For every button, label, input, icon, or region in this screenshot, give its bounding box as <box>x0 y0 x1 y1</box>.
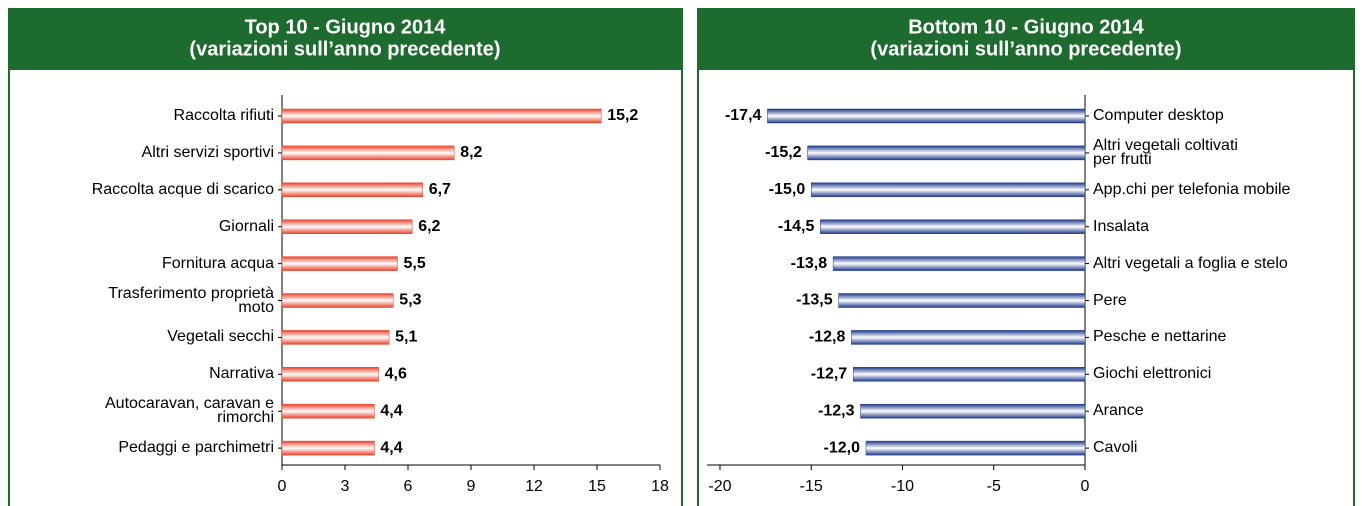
x-tick-label: -20 <box>708 478 731 495</box>
chart-subtitle: (variazioni sull’anno precedente) <box>870 38 1181 60</box>
category-label: Raccolta acque di scarico <box>91 180 274 198</box>
value-label: -17,4 <box>725 107 762 124</box>
category-label: Fornitura acqua <box>161 254 274 272</box>
category-label: App.chi per telefonia mobile <box>1093 180 1291 198</box>
bar <box>810 182 1086 198</box>
value-label: 8,2 <box>460 144 482 161</box>
value-label: -15,0 <box>769 181 806 198</box>
bar <box>281 403 375 419</box>
value-label: 6,7 <box>429 181 451 198</box>
bar <box>767 108 1086 124</box>
bar <box>860 403 1086 419</box>
value-label: 5,1 <box>395 329 417 346</box>
bar <box>281 256 398 271</box>
bar <box>832 256 1086 271</box>
category-label: Arance <box>1093 402 1144 420</box>
chart-title: Top 10 - Giugno 2014 <box>245 16 447 38</box>
value-label: -13,8 <box>791 255 828 272</box>
value-label: 4,6 <box>385 366 407 383</box>
category-label: Cavoli <box>1093 439 1138 457</box>
category-label: Raccolta rifiuti <box>173 107 274 124</box>
x-tick-label: 18 <box>651 478 669 495</box>
value-label: -12,7 <box>811 366 848 383</box>
x-tick-label: 0 <box>1081 478 1090 495</box>
value-label: -12,0 <box>824 439 861 456</box>
bar <box>281 182 423 198</box>
x-tick-label: 9 <box>467 478 476 495</box>
header-bar <box>8 8 683 70</box>
x-tick-label: 15 <box>588 478 606 495</box>
header-bar <box>697 8 1355 70</box>
category-label: Pesche e nettarine <box>1093 328 1227 346</box>
value-label: 4,4 <box>380 402 402 419</box>
category-label: Pere <box>1093 291 1127 309</box>
bar <box>281 330 390 345</box>
bar <box>838 293 1086 308</box>
bar <box>852 367 1086 382</box>
category-label: Narrativa <box>209 365 274 383</box>
x-tick-label: 6 <box>404 478 413 495</box>
bar <box>851 330 1086 345</box>
category-label: Altri vegetali a foglia e stelo <box>1093 254 1288 272</box>
x-tick-label: -15 <box>800 478 823 495</box>
value-label: 5,5 <box>404 255 426 272</box>
category-label: Trasferimento proprietà moto <box>108 284 274 316</box>
category-label: Insalata <box>1093 217 1150 235</box>
value-label: -14,5 <box>778 218 815 235</box>
x-tick-label: 3 <box>341 478 350 495</box>
bar <box>281 440 375 456</box>
category-label: Computer desktop <box>1093 107 1224 124</box>
bar <box>281 367 379 382</box>
value-label: 5,3 <box>399 292 421 309</box>
value-label: -12,8 <box>809 329 846 346</box>
value-label: -12,3 <box>818 402 855 419</box>
value-label: -15,2 <box>765 144 802 161</box>
x-tick-label: 0 <box>278 478 287 495</box>
category-label: Pedaggi e parchimetri <box>118 439 274 457</box>
x-tick-label: -5 <box>987 478 1001 495</box>
bar <box>281 145 455 161</box>
value-label: -13,5 <box>796 292 833 309</box>
value-label: 15,2 <box>607 107 638 124</box>
chart-title: Bottom 10 - Giugno 2014 <box>908 16 1144 38</box>
bar <box>281 219 413 234</box>
value-label: 4,4 <box>380 439 402 456</box>
category-label: Altri vegetali coltivati per frutti <box>1093 136 1238 168</box>
value-label: 6,2 <box>418 218 440 235</box>
bar <box>865 440 1086 456</box>
category-label: Autocaravan, caravan e rimorchi <box>105 395 274 427</box>
category-label: Altri servizi sportivi <box>141 143 274 161</box>
category-label: Giornali <box>218 217 274 235</box>
chart-subtitle: (variazioni sull’anno precedente) <box>189 38 500 60</box>
bar <box>281 108 602 124</box>
x-tick-label: 12 <box>525 478 543 495</box>
x-tick-label: -10 <box>891 478 914 495</box>
bar <box>281 293 394 308</box>
bar <box>820 219 1086 234</box>
bar <box>807 145 1086 161</box>
category-label: Giochi elettronici <box>1093 365 1212 383</box>
category-label: Vegetali secchi <box>167 328 274 346</box>
